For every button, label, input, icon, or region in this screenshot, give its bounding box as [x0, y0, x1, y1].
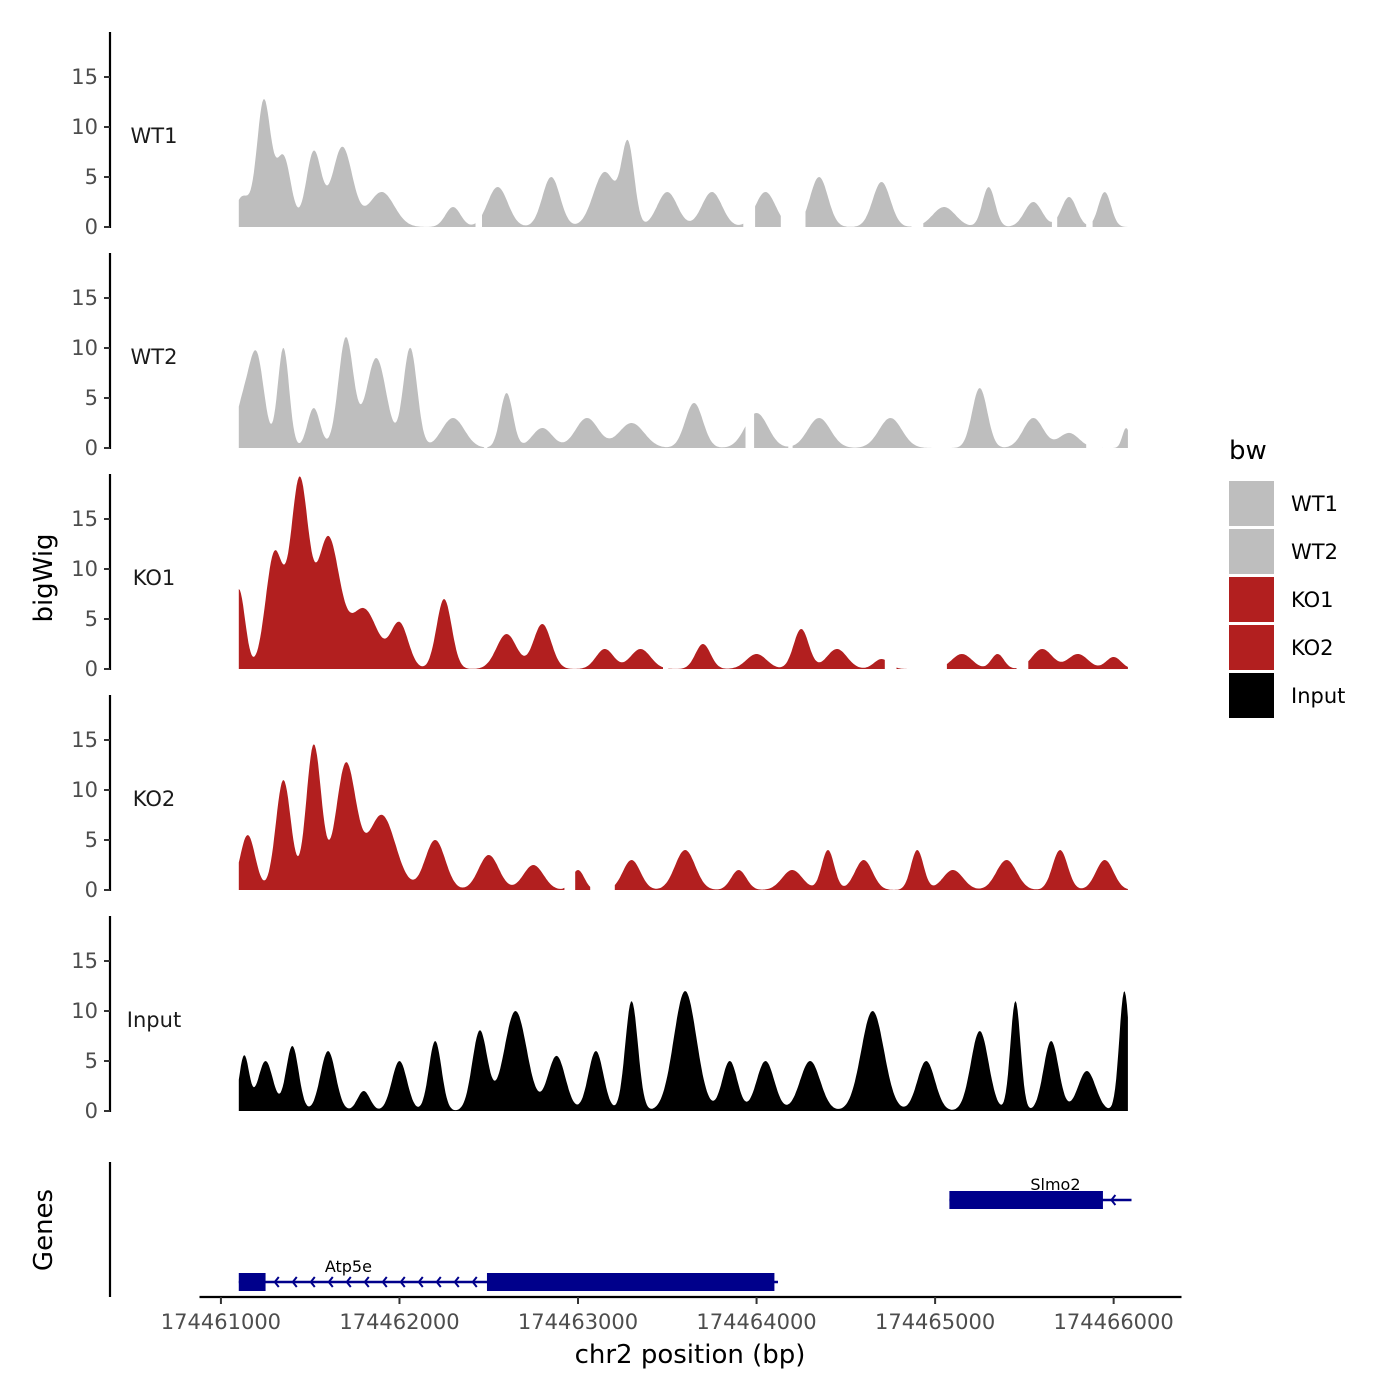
legend-label-ko2: KO2 — [1291, 636, 1334, 660]
track-wt2: 0 5 10 15 WT2 — [71, 253, 1128, 460]
y-tick-label: 0 — [85, 657, 98, 681]
strand-arrow — [471, 1276, 478, 1288]
gene-label: Atp5e — [325, 1257, 372, 1276]
legend: bw WT1 WT2 KO1 KO2 Input — [1229, 436, 1345, 718]
strand-arrow — [435, 1276, 442, 1288]
legend-title: bw — [1229, 436, 1267, 466]
y-tick-label: 10 — [71, 999, 98, 1023]
y-tick-label: 5 — [85, 1049, 98, 1073]
x-tick-label: 174461000 — [161, 1310, 281, 1334]
y-tick-label: 0 — [85, 1099, 98, 1123]
legend-key-ko1 — [1229, 577, 1274, 622]
x-axis: 174461000 174462000 174463000 174464000 1744… — [161, 1295, 1182, 1334]
track-label-wt2: WT2 — [131, 345, 178, 369]
track-ko1: 0 5 10 15 KO1 — [71, 474, 1128, 681]
signal-area-ko2 — [238, 744, 1128, 890]
strand-arrow — [453, 1276, 460, 1288]
strand-arrow — [417, 1276, 424, 1288]
tracks-layer: 0 5 10 15 WT1 0 5 10 15 WT2 0 5 10 15 KO1 0 5 10 15 KO2 0 5 10… — [71, 32, 1128, 1123]
y-tick-label: 0 — [85, 878, 98, 902]
x-tick-label: 174462000 — [339, 1310, 459, 1334]
y-tick-label: 15 — [71, 949, 98, 973]
y-tick-label: 15 — [71, 65, 98, 89]
strand-arrow — [399, 1276, 406, 1288]
gene-atp5e: Atp5e — [238, 1257, 778, 1291]
track-label-wt1: WT1 — [131, 124, 178, 148]
y-tick-label: 10 — [71, 115, 98, 139]
strand-arrow — [291, 1276, 298, 1288]
y-tick-label: 10 — [71, 557, 98, 581]
y-tick-label: 15 — [71, 286, 98, 310]
y-tick-label: 0 — [85, 436, 98, 460]
signal-area-wt2 — [238, 337, 1128, 448]
legend-key-wt2 — [1229, 529, 1274, 574]
x-tick-label: 174466000 — [1054, 1310, 1174, 1334]
legend-key-wt1 — [1229, 481, 1274, 526]
legend-label-ko1: KO1 — [1291, 588, 1334, 612]
strand-arrow — [327, 1276, 334, 1288]
y-tick-label: 15 — [71, 728, 98, 752]
legend-label-input: Input — [1291, 684, 1345, 708]
y-tick-label: 5 — [85, 386, 98, 410]
y-tick-label: 10 — [71, 336, 98, 360]
gene-exon — [949, 1191, 1103, 1209]
y-tick-label: 0 — [85, 215, 98, 239]
gene-exon — [238, 1273, 266, 1291]
strand-arrow — [381, 1276, 388, 1288]
strand-arrow — [363, 1276, 370, 1288]
track-label-input: Input — [127, 1008, 181, 1032]
legend-key-ko2 — [1229, 625, 1274, 670]
genes-axis-title: Genes — [29, 1189, 59, 1271]
x-axis-title: chr2 position (bp) — [575, 1340, 806, 1370]
track-label-ko2: KO2 — [133, 787, 176, 811]
x-tick-label: 174463000 — [518, 1310, 638, 1334]
x-tick-label: 174465000 — [875, 1310, 995, 1334]
y-axis-title: bigWig — [29, 533, 59, 622]
strand-arrow — [345, 1276, 352, 1288]
genes-layer: Slmo2 Atp5e — [108, 1162, 1132, 1297]
y-tick-label: 5 — [85, 165, 98, 189]
y-tick-label: 5 — [85, 828, 98, 852]
signal-area-input — [238, 991, 1128, 1111]
strand-arrow — [1110, 1194, 1117, 1206]
legend-label-wt2: WT2 — [1291, 540, 1338, 564]
track-ko2: 0 5 10 15 KO2 — [71, 695, 1128, 902]
signal-area-wt1 — [238, 99, 1128, 227]
signal-area-ko1 — [238, 476, 1128, 669]
y-tick-label: 10 — [71, 778, 98, 802]
track-label-ko1: KO1 — [133, 566, 176, 590]
strand-arrow — [273, 1276, 280, 1288]
gene-exon — [486, 1273, 775, 1291]
legend-key-input — [1229, 673, 1274, 718]
y-tick-label: 5 — [85, 607, 98, 631]
track-input: 0 5 10 15 Input — [71, 916, 1128, 1123]
x-tick-label: 174464000 — [696, 1310, 816, 1334]
gene-label: Slmo2 — [1030, 1175, 1080, 1194]
track-wt1: 0 5 10 15 WT1 — [71, 32, 1128, 239]
gene-slmo2: Slmo2 — [949, 1175, 1132, 1209]
strand-arrow — [309, 1276, 316, 1288]
legend-label-wt1: WT1 — [1291, 492, 1338, 516]
y-tick-label: 15 — [71, 507, 98, 531]
